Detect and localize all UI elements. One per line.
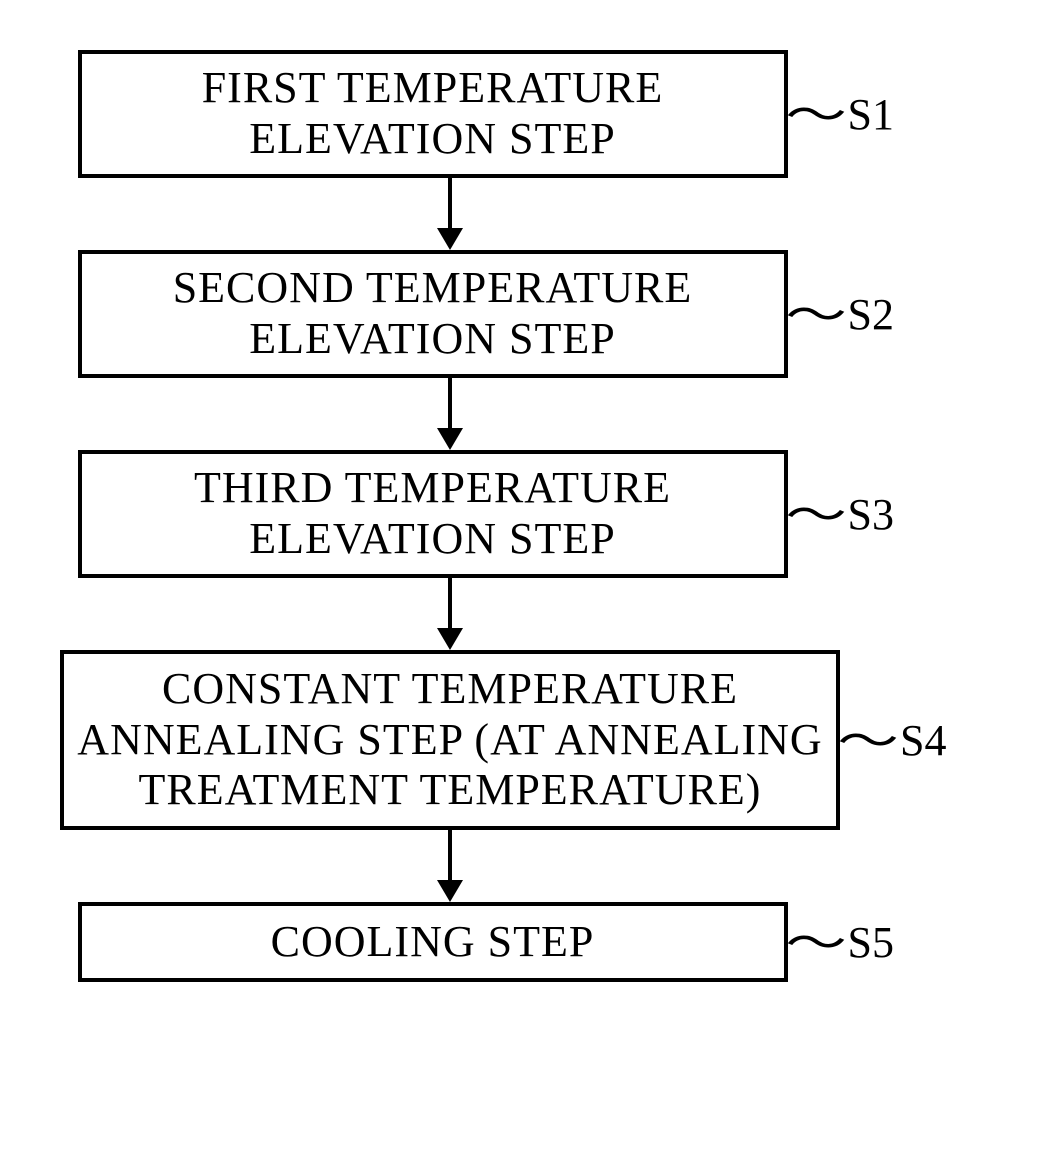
flow-node-s4-line1: CONSTANT TEMPERATURE bbox=[72, 664, 828, 715]
flow-node-row: CONSTANT TEMPERATURE ANNEALING STEP (AT … bbox=[60, 650, 960, 830]
flow-node-s4-label: S4 bbox=[900, 715, 946, 766]
flow-node-s4-line2: ANNEALING STEP (AT ANNEALING bbox=[72, 715, 828, 766]
flowchart-container: FIRST TEMPERATURE ELEVATION STEP ～ S1 SE… bbox=[60, 50, 960, 982]
flow-node-s2-label: S2 bbox=[848, 289, 894, 340]
flow-node-s1-line1: FIRST TEMPERATURE bbox=[90, 63, 776, 114]
connector-glyph: ～ bbox=[785, 922, 847, 966]
flow-node-row: SECOND TEMPERATURE ELEVATION STEP ～ S2 bbox=[43, 250, 978, 378]
flow-node-s3: THIRD TEMPERATURE ELEVATION STEP bbox=[78, 450, 788, 578]
flow-node-row: THIRD TEMPERATURE ELEVATION STEP ～ S3 bbox=[43, 450, 978, 578]
flow-node-s1-label: S1 bbox=[848, 89, 894, 140]
flow-arrow bbox=[0, 830, 1020, 902]
flow-arrow bbox=[0, 178, 1020, 250]
flow-node-s4-line3: TREATMENT TEMPERATURE) bbox=[72, 765, 828, 816]
flow-node-s5-line1: COOLING STEP bbox=[90, 917, 776, 968]
flow-node-s5-label: S5 bbox=[848, 917, 894, 968]
flow-node-s2-line1: SECOND TEMPERATURE bbox=[90, 263, 776, 314]
flow-node-s5: COOLING STEP bbox=[78, 902, 788, 982]
flow-node-row: COOLING STEP ～ S5 bbox=[43, 902, 978, 982]
connector-glyph: ～ bbox=[785, 94, 847, 138]
flow-node-s2-line2: ELEVATION STEP bbox=[90, 314, 776, 365]
connector-glyph: ～ bbox=[785, 294, 847, 338]
flow-arrow bbox=[0, 578, 1020, 650]
flow-node-s3-label: S3 bbox=[848, 489, 894, 540]
flow-arrow bbox=[0, 378, 1020, 450]
flow-node-row: FIRST TEMPERATURE ELEVATION STEP ～ S1 bbox=[43, 50, 978, 178]
connector-glyph: ～ bbox=[785, 494, 847, 538]
flow-node-s3-line2: ELEVATION STEP bbox=[90, 514, 776, 565]
flow-node-s4: CONSTANT TEMPERATURE ANNEALING STEP (AT … bbox=[60, 650, 840, 830]
flow-node-s1-line2: ELEVATION STEP bbox=[90, 114, 776, 165]
flow-node-s1: FIRST TEMPERATURE ELEVATION STEP bbox=[78, 50, 788, 178]
connector-glyph: ～ bbox=[837, 720, 899, 764]
flow-node-s2: SECOND TEMPERATURE ELEVATION STEP bbox=[78, 250, 788, 378]
flow-node-s3-line1: THIRD TEMPERATURE bbox=[90, 463, 776, 514]
